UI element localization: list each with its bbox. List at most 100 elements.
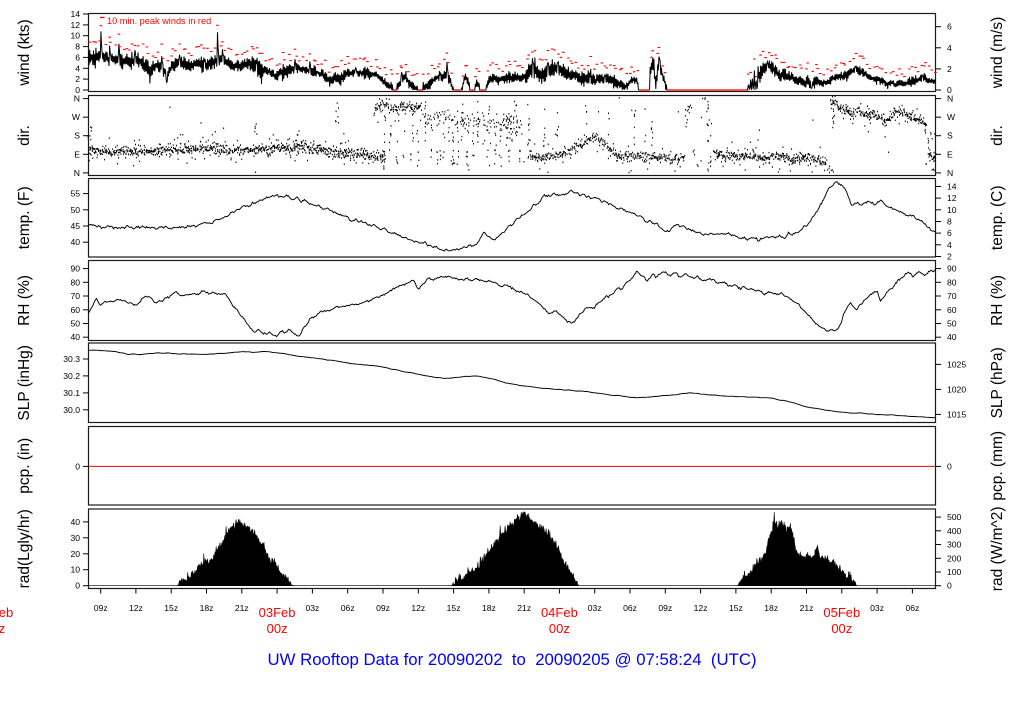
svg-text:09z: 09z — [376, 603, 390, 613]
svg-text:02Feb: 02Feb — [0, 605, 13, 620]
svg-text:90: 90 — [947, 264, 957, 274]
svg-text:14: 14 — [70, 9, 80, 19]
svg-text:30: 30 — [70, 533, 80, 543]
svg-text:1015: 1015 — [947, 409, 966, 419]
svg-text:UW Rooftop Data for 20090202: UW Rooftop Data for 20090202 to 20090205… — [267, 650, 756, 669]
svg-text:1020: 1020 — [947, 384, 966, 394]
svg-text:12z: 12z — [694, 603, 708, 613]
svg-text:rad(Lgly/hr): rad(Lgly/hr) — [16, 509, 33, 588]
svg-text:rad (W/m^2): rad (W/m^2) — [989, 506, 1006, 591]
svg-text:10: 10 — [70, 31, 80, 41]
svg-text:W: W — [72, 112, 81, 122]
svg-text:00z: 00z — [831, 621, 852, 636]
svg-text:03z: 03z — [870, 603, 884, 613]
svg-text:60: 60 — [947, 305, 957, 315]
svg-text:0: 0 — [947, 581, 952, 591]
svg-text:18z: 18z — [764, 603, 778, 613]
svg-text:50: 50 — [70, 319, 80, 329]
svg-text:50: 50 — [70, 205, 80, 215]
svg-text:90: 90 — [70, 264, 80, 274]
svg-text:1025: 1025 — [947, 359, 966, 369]
svg-text:06z: 06z — [905, 603, 919, 613]
svg-text:80: 80 — [947, 277, 957, 287]
svg-text:40: 40 — [70, 332, 80, 342]
svg-text:15z: 15z — [164, 603, 178, 613]
svg-text:N: N — [74, 168, 80, 178]
svg-text:15z: 15z — [447, 603, 461, 613]
svg-text:12z: 12z — [129, 603, 143, 613]
svg-text:N: N — [947, 168, 953, 178]
svg-text:S: S — [947, 131, 953, 141]
svg-text:70: 70 — [947, 291, 957, 301]
svg-text:06z: 06z — [341, 603, 355, 613]
svg-text:80: 80 — [70, 277, 80, 287]
svg-text:09z: 09z — [94, 603, 108, 613]
svg-text:W: W — [947, 112, 956, 122]
svg-text:pcp. (in): pcp. (in) — [16, 438, 33, 494]
svg-text:05Feb: 05Feb — [823, 605, 860, 620]
svg-text:E: E — [947, 149, 953, 159]
svg-text:45: 45 — [70, 221, 80, 231]
svg-text:dir.: dir. — [16, 125, 33, 146]
svg-text:temp. (F): temp. (F) — [16, 186, 33, 249]
svg-text:SLP (inHg): SLP (inHg) — [16, 345, 33, 421]
svg-text:10 min. peak winds in red: 10 min. peak winds in red — [107, 16, 211, 26]
svg-text:21z: 21z — [235, 603, 249, 613]
svg-text:20: 20 — [70, 549, 80, 559]
svg-text:pcp. (mm): pcp. (mm) — [989, 431, 1006, 501]
svg-text:21z: 21z — [517, 603, 531, 613]
svg-text:S: S — [74, 131, 80, 141]
svg-text:04Feb: 04Feb — [541, 605, 578, 620]
svg-text:12z: 12z — [411, 603, 425, 613]
svg-text:N: N — [74, 94, 80, 104]
svg-text:0: 0 — [75, 581, 80, 591]
svg-text:00z: 00z — [267, 621, 288, 636]
svg-text:0: 0 — [75, 461, 80, 471]
svg-text:12: 12 — [70, 20, 80, 30]
svg-text:50: 50 — [947, 319, 957, 329]
svg-text:2: 2 — [947, 64, 952, 74]
svg-text:30.3: 30.3 — [63, 354, 80, 364]
svg-text:500: 500 — [947, 512, 962, 522]
svg-text:100: 100 — [947, 567, 962, 577]
svg-text:40: 40 — [70, 517, 80, 527]
svg-text:2: 2 — [947, 252, 952, 262]
svg-text:40: 40 — [947, 332, 957, 342]
svg-text:60: 60 — [70, 305, 80, 315]
svg-text:300: 300 — [947, 540, 962, 550]
svg-text:18z: 18z — [482, 603, 496, 613]
svg-text:temp. (C): temp. (C) — [989, 186, 1006, 251]
svg-text:15z: 15z — [729, 603, 743, 613]
svg-text:RH (%): RH (%) — [989, 275, 1006, 326]
svg-text:N: N — [947, 94, 953, 104]
svg-text:18z: 18z — [200, 603, 214, 613]
svg-text:4: 4 — [947, 43, 952, 53]
svg-text:00z: 00z — [0, 621, 5, 636]
svg-text:8: 8 — [947, 217, 952, 227]
svg-text:03Feb: 03Feb — [259, 605, 296, 620]
svg-text:00z: 00z — [549, 621, 570, 636]
svg-text:09z: 09z — [658, 603, 672, 613]
svg-text:10: 10 — [947, 205, 957, 215]
svg-text:200: 200 — [947, 553, 962, 563]
svg-text:10: 10 — [70, 565, 80, 575]
svg-text:55: 55 — [70, 189, 80, 199]
svg-text:RH (%): RH (%) — [16, 275, 33, 326]
svg-text:12: 12 — [947, 193, 957, 203]
svg-text:8: 8 — [75, 42, 80, 52]
svg-text:wind (kts): wind (kts) — [16, 19, 33, 86]
svg-text:2: 2 — [75, 74, 80, 84]
svg-text:70: 70 — [70, 291, 80, 301]
svg-text:4: 4 — [947, 240, 952, 250]
svg-text:4: 4 — [75, 63, 80, 73]
svg-text:03z: 03z — [588, 603, 602, 613]
svg-text:30.2: 30.2 — [63, 371, 80, 381]
svg-text:SLP (hPa): SLP (hPa) — [989, 347, 1006, 418]
svg-text:6: 6 — [947, 22, 952, 32]
svg-text:40: 40 — [70, 237, 80, 247]
svg-text:30.1: 30.1 — [63, 388, 80, 398]
svg-text:dir.: dir. — [989, 125, 1006, 146]
svg-text:E: E — [74, 149, 80, 159]
svg-text:400: 400 — [947, 526, 962, 536]
svg-text:14: 14 — [947, 182, 957, 192]
